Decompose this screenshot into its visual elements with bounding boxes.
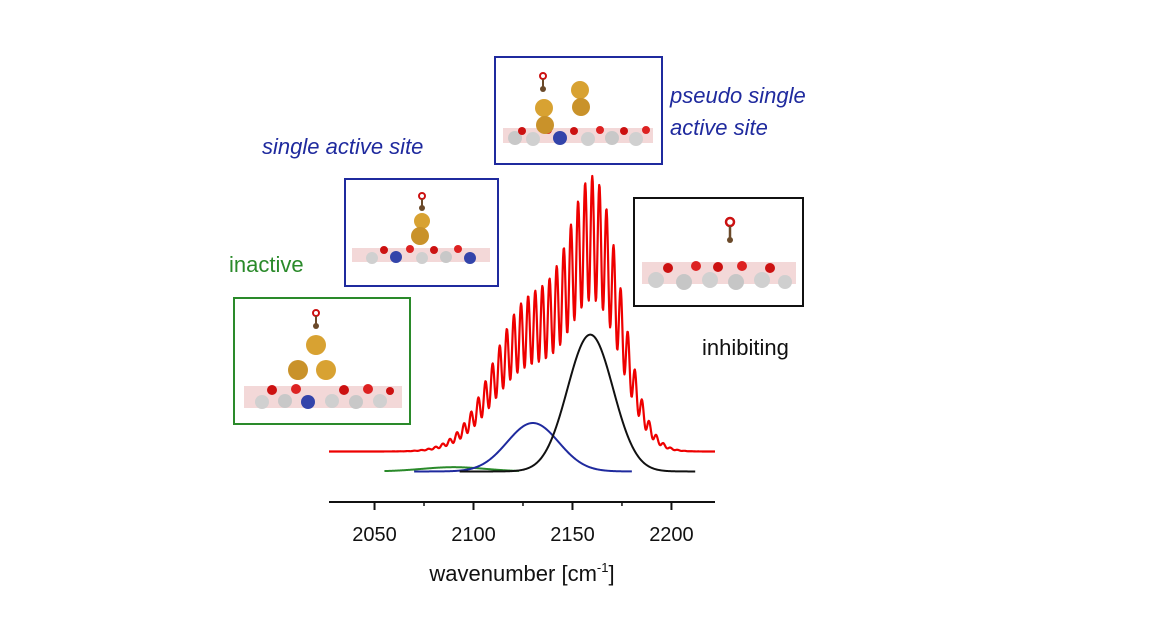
series-measured bbox=[328, 174, 716, 453]
series-inhibiting bbox=[459, 333, 696, 473]
x-tick-label: 2050 bbox=[352, 524, 397, 546]
gold-atom-with-co bbox=[411, 192, 430, 245]
x-axis-ticks: 2050 2100 2150 2200 bbox=[352, 502, 694, 546]
oxide-surface-slab bbox=[244, 384, 402, 409]
pseudo-single-active-site-inset bbox=[494, 56, 663, 165]
x-tick-label: 2100 bbox=[451, 524, 496, 546]
spectrum-series bbox=[328, 174, 716, 473]
series-inactive bbox=[383, 466, 520, 473]
label-pseudo-single-line1: pseudo single bbox=[669, 83, 806, 108]
oxide-surface-slab bbox=[642, 261, 796, 290]
gold-dimer-with-co bbox=[535, 72, 554, 134]
x-axis-label-close: ] bbox=[608, 561, 614, 586]
x-axis-label: wavenumber [cm-1] bbox=[428, 560, 614, 586]
oxide-surface-slab bbox=[352, 245, 490, 264]
x-tick-label: 2200 bbox=[649, 524, 694, 546]
label-inactive: inactive bbox=[229, 252, 304, 277]
inactive-inset bbox=[233, 297, 411, 425]
co-molecule bbox=[724, 216, 736, 243]
inhibiting-inset bbox=[633, 197, 804, 307]
oxide-surface-slab bbox=[503, 126, 653, 146]
x-axis: 2050 2100 2150 2200 bbox=[329, 501, 715, 546]
gold-dimer bbox=[571, 81, 590, 116]
label-single-active-site: single active site bbox=[262, 134, 423, 159]
x-axis-label-base: wavenumber [cm bbox=[428, 561, 597, 586]
single-active-site-inset bbox=[344, 178, 499, 287]
label-pseudo-single-line2: active site bbox=[670, 115, 768, 140]
label-inhibiting: inhibiting bbox=[702, 335, 789, 360]
x-axis-label-sup: -1 bbox=[597, 560, 609, 575]
gold-dimer-with-co bbox=[288, 309, 336, 380]
series-single-active-site bbox=[413, 422, 633, 473]
x-tick-label: 2150 bbox=[550, 524, 595, 546]
